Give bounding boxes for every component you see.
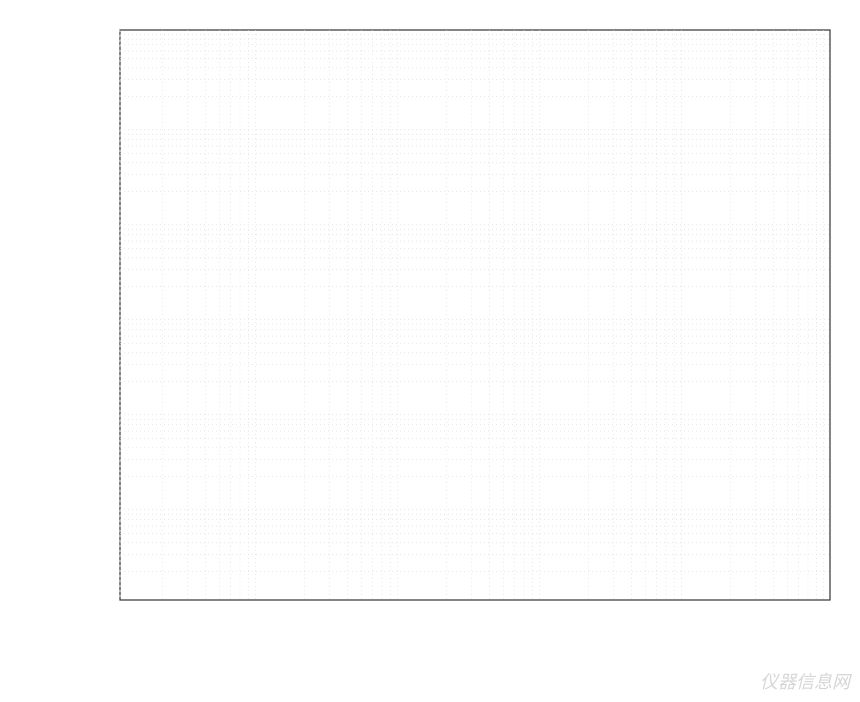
chart-svg bbox=[0, 0, 860, 702]
chart-container: 仪器信息网 bbox=[0, 0, 860, 702]
plot-border bbox=[120, 30, 830, 600]
